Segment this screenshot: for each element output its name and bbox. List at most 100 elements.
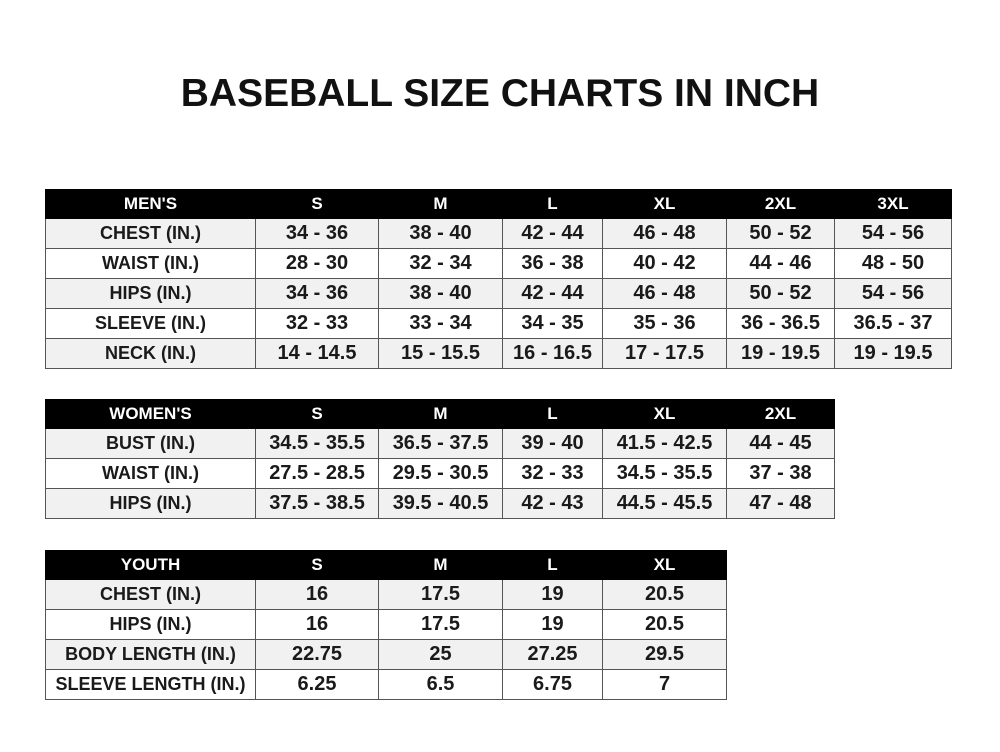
size-value: 44.5 - 45.5	[602, 488, 727, 519]
section-header: MEN'S	[45, 189, 256, 219]
size-value: 17.5	[378, 579, 503, 610]
size-header: XL	[602, 189, 727, 219]
size-header: XL	[602, 550, 727, 580]
measurement-label: NECK (IN.)	[45, 338, 256, 369]
size-value: 25	[378, 639, 503, 670]
measurement-label: BODY LENGTH (IN.)	[45, 639, 256, 670]
table-row: CHEST (IN.) 34 - 36 38 - 40 42 - 44 46 - 48 5…	[45, 218, 952, 249]
size-value: 50 - 52	[726, 278, 835, 309]
size-value: 29.5 - 30.5	[378, 458, 503, 489]
size-value: 36 - 36.5	[726, 308, 835, 339]
measurement-label: HIPS (IN.)	[45, 278, 256, 309]
size-value: 16	[255, 579, 379, 610]
table-row: BUST (IN.) 34.5 - 35.5 36.5 - 37.5 39 - 40 4…	[45, 428, 835, 459]
size-value: 27.5 - 28.5	[255, 458, 379, 489]
size-value: 34.5 - 35.5	[255, 428, 379, 459]
size-value: 36.5 - 37	[834, 308, 952, 339]
youth-size-table: YOUTH S M L XL CHEST (IN.) 16 17.5 19 20.5 HIPS (I…	[45, 550, 727, 700]
header-row: WOMEN'S S M L XL 2XL	[45, 399, 835, 429]
size-value: 29.5	[602, 639, 727, 670]
size-value: 16 - 16.5	[502, 338, 603, 369]
size-value: 32 - 34	[378, 248, 503, 279]
section-header: WOMEN'S	[45, 399, 256, 429]
size-header: L	[502, 399, 603, 429]
table-row: HIPS (IN.) 16 17.5 19 20.5	[45, 609, 727, 640]
size-header: L	[502, 550, 603, 580]
size-value: 42 - 44	[502, 278, 603, 309]
size-header: S	[255, 399, 379, 429]
womens-size-table: WOMEN'S S M L XL 2XL BUST (IN.) 34.5 - 35.5 36.5…	[45, 399, 835, 519]
size-value: 32 - 33	[502, 458, 603, 489]
size-value: 34 - 35	[502, 308, 603, 339]
size-value: 19	[502, 579, 603, 610]
size-value: 44 - 46	[726, 248, 835, 279]
size-value: 17.5	[378, 609, 503, 640]
size-value: 47 - 48	[726, 488, 835, 519]
size-header: 2XL	[726, 399, 835, 429]
measurement-label: HIPS (IN.)	[45, 488, 256, 519]
size-value: 34 - 36	[255, 218, 379, 249]
size-header: L	[502, 189, 603, 219]
measurement-label: CHEST (IN.)	[45, 579, 256, 610]
size-value: 36 - 38	[502, 248, 603, 279]
size-value: 42 - 44	[502, 218, 603, 249]
measurement-label: WAIST (IN.)	[45, 458, 256, 489]
size-value: 17 - 17.5	[602, 338, 727, 369]
size-value: 37 - 38	[726, 458, 835, 489]
size-value: 20.5	[602, 609, 727, 640]
table-row: NECK (IN.) 14 - 14.5 15 - 15.5 16 - 16.5 17 …	[45, 338, 952, 369]
size-value: 7	[602, 669, 727, 700]
size-value: 38 - 40	[378, 218, 503, 249]
table-row: CHEST (IN.) 16 17.5 19 20.5	[45, 579, 727, 610]
size-value: 50 - 52	[726, 218, 835, 249]
measurement-label: SLEEVE (IN.)	[45, 308, 256, 339]
size-value: 41.5 - 42.5	[602, 428, 727, 459]
table-row: SLEEVE LENGTH (IN.) 6.25 6.5 6.75 7	[45, 669, 727, 700]
size-value: 6.75	[502, 669, 603, 700]
size-value: 32 - 33	[255, 308, 379, 339]
size-value: 54 - 56	[834, 278, 952, 309]
size-header: 2XL	[726, 189, 835, 219]
table-row: SLEEVE (IN.) 32 - 33 33 - 34 34 - 35 35 - 36…	[45, 308, 952, 339]
size-value: 37.5 - 38.5	[255, 488, 379, 519]
size-value: 42 - 43	[502, 488, 603, 519]
size-header: 3XL	[834, 189, 952, 219]
table-row: WAIST (IN.) 27.5 - 28.5 29.5 - 30.5 32 - 33…	[45, 458, 835, 489]
size-value: 28 - 30	[255, 248, 379, 279]
size-value: 19	[502, 609, 603, 640]
size-value: 34 - 36	[255, 278, 379, 309]
size-value: 40 - 42	[602, 248, 727, 279]
header-row: MEN'S S M L XL 2XL 3XL	[45, 189, 952, 219]
table-row: WAIST (IN.) 28 - 30 32 - 34 36 - 38 40 - 42 4…	[45, 248, 952, 279]
size-value: 39.5 - 40.5	[378, 488, 503, 519]
measurement-label: WAIST (IN.)	[45, 248, 256, 279]
size-value: 38 - 40	[378, 278, 503, 309]
measurement-label: CHEST (IN.)	[45, 218, 256, 249]
size-value: 35 - 36	[602, 308, 727, 339]
measurement-label: SLEEVE LENGTH (IN.)	[45, 669, 256, 700]
size-value: 27.25	[502, 639, 603, 670]
measurement-label: BUST (IN.)	[45, 428, 256, 459]
size-value: 15 - 15.5	[378, 338, 503, 369]
size-value: 46 - 48	[602, 218, 727, 249]
size-value: 54 - 56	[834, 218, 952, 249]
size-value: 19 - 19.5	[726, 338, 835, 369]
table-row: BODY LENGTH (IN.) 22.75 25 27.25 29.5	[45, 639, 727, 670]
size-value: 22.75	[255, 639, 379, 670]
measurement-label: HIPS (IN.)	[45, 609, 256, 640]
size-header: M	[378, 550, 503, 580]
size-header: XL	[602, 399, 727, 429]
size-value: 34.5 - 35.5	[602, 458, 727, 489]
size-value: 19 - 19.5	[834, 338, 952, 369]
size-value: 20.5	[602, 579, 727, 610]
header-row: YOUTH S M L XL	[45, 550, 727, 580]
table-row: HIPS (IN.) 37.5 - 38.5 39.5 - 40.5 42 - 43 4…	[45, 488, 835, 519]
size-header: S	[255, 189, 379, 219]
size-value: 36.5 - 37.5	[378, 428, 503, 459]
size-header: M	[378, 399, 503, 429]
mens-size-table: MEN'S S M L XL 2XL 3XL CHEST (IN.) 34 - 36 38 - 4…	[45, 189, 952, 369]
size-value: 46 - 48	[602, 278, 727, 309]
size-value: 48 - 50	[834, 248, 952, 279]
size-value: 16	[255, 609, 379, 640]
page-title: BASEBALL SIZE CHARTS IN INCH	[180, 72, 820, 115]
